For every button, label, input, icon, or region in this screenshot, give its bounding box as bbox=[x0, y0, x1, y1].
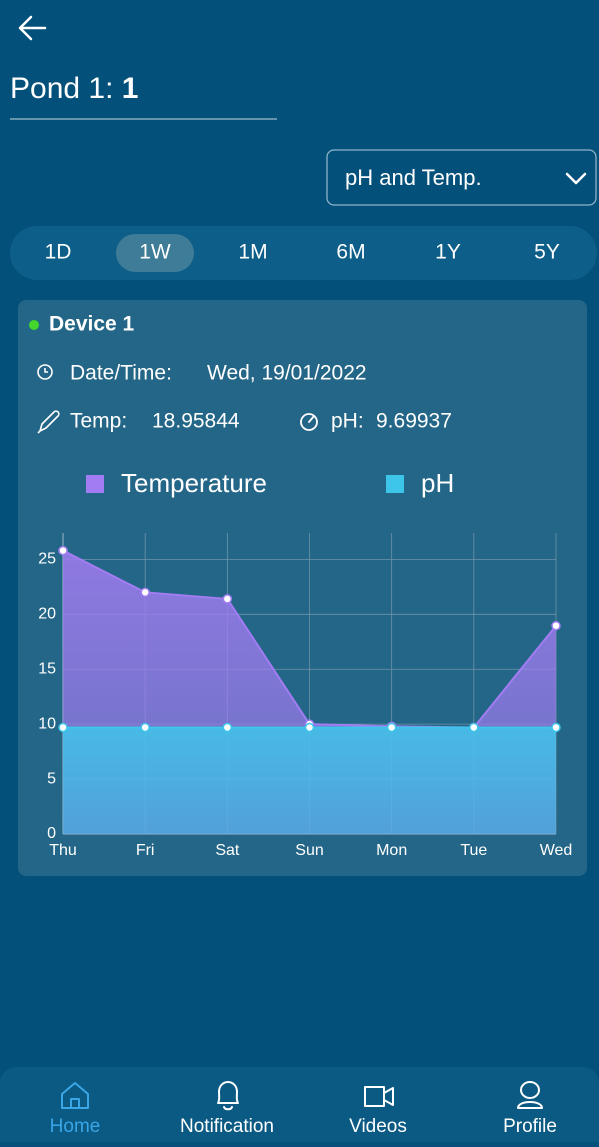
page-title: Pond 1: 1 bbox=[10, 72, 138, 105]
point bbox=[552, 723, 560, 731]
date-value: Wed, 19/01/2022 bbox=[207, 362, 367, 385]
x-tick-label: Tue bbox=[460, 842, 487, 859]
range-tab[interactable]: 6M bbox=[336, 241, 365, 264]
device-name: Device 1 bbox=[49, 313, 135, 336]
y-tick-label: 15 bbox=[38, 660, 56, 677]
range-bar bbox=[10, 226, 597, 280]
point bbox=[223, 723, 231, 731]
x-tick-label: Sun bbox=[295, 842, 323, 859]
title-text: Pond 1: bbox=[10, 72, 122, 105]
point bbox=[388, 723, 396, 731]
y-tick-label: 10 bbox=[38, 715, 56, 732]
point bbox=[141, 588, 149, 596]
point bbox=[59, 547, 67, 555]
pond-id: 1 bbox=[122, 72, 139, 105]
point bbox=[552, 622, 560, 630]
point bbox=[306, 723, 314, 731]
nav-label[interactable]: Home bbox=[50, 1116, 101, 1137]
point bbox=[141, 723, 149, 731]
range-tab[interactable]: 5Y bbox=[534, 241, 560, 264]
area bbox=[63, 727, 556, 834]
range-tab[interactable]: 1W bbox=[139, 241, 171, 264]
dropdown-label: pH and Temp. bbox=[345, 165, 482, 190]
x-tick-label: Wed bbox=[540, 842, 573, 859]
legend-swatch bbox=[386, 475, 404, 493]
point bbox=[59, 723, 67, 731]
x-tick-label: Thu bbox=[49, 842, 77, 859]
point bbox=[223, 595, 231, 603]
status-dot bbox=[29, 320, 39, 330]
back-button[interactable] bbox=[20, 17, 45, 39]
y-tick-label: 20 bbox=[38, 606, 56, 623]
dropdown[interactable]: pH and Temp. bbox=[327, 150, 596, 205]
point bbox=[470, 723, 478, 731]
y-tick-label: 0 bbox=[47, 825, 56, 842]
temp-label: Temp: bbox=[70, 410, 127, 433]
temp-value: 18.95844 bbox=[152, 410, 240, 433]
legend-label: pH bbox=[421, 468, 454, 498]
x-tick-label: Sat bbox=[215, 842, 240, 859]
range-tab[interactable]: 1D bbox=[45, 241, 72, 264]
range-tab[interactable]: 1M bbox=[238, 241, 267, 264]
nav-label[interactable]: Notification bbox=[180, 1116, 274, 1137]
date-label: Date/Time: bbox=[70, 362, 172, 385]
y-tick-label: 5 bbox=[47, 770, 56, 787]
nav-label[interactable]: Profile bbox=[503, 1116, 557, 1137]
y-tick-label: 25 bbox=[38, 551, 56, 568]
legend-label: Temperature bbox=[121, 468, 267, 498]
legend-swatch bbox=[86, 475, 104, 493]
nav-label[interactable]: Videos bbox=[349, 1116, 407, 1137]
x-tick-label: Fri bbox=[136, 842, 155, 859]
range-tab[interactable]: 1Y bbox=[435, 241, 461, 264]
ph-label: pH: bbox=[331, 410, 364, 433]
x-tick-label: Mon bbox=[376, 842, 407, 859]
ph-value: 9.69937 bbox=[376, 410, 452, 433]
